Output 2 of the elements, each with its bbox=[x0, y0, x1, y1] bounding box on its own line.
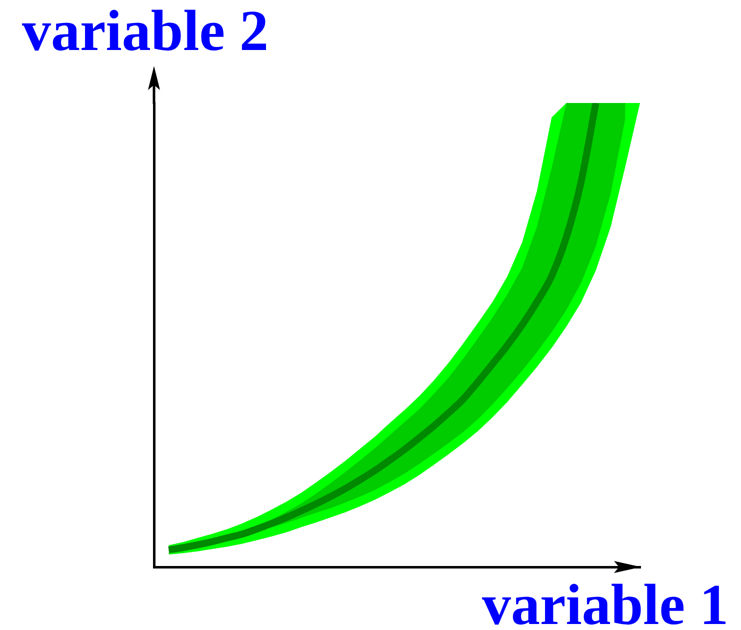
y-axis-title: variable 2 bbox=[22, 0, 268, 63]
x-axis-title: variable 1 bbox=[482, 572, 728, 630]
